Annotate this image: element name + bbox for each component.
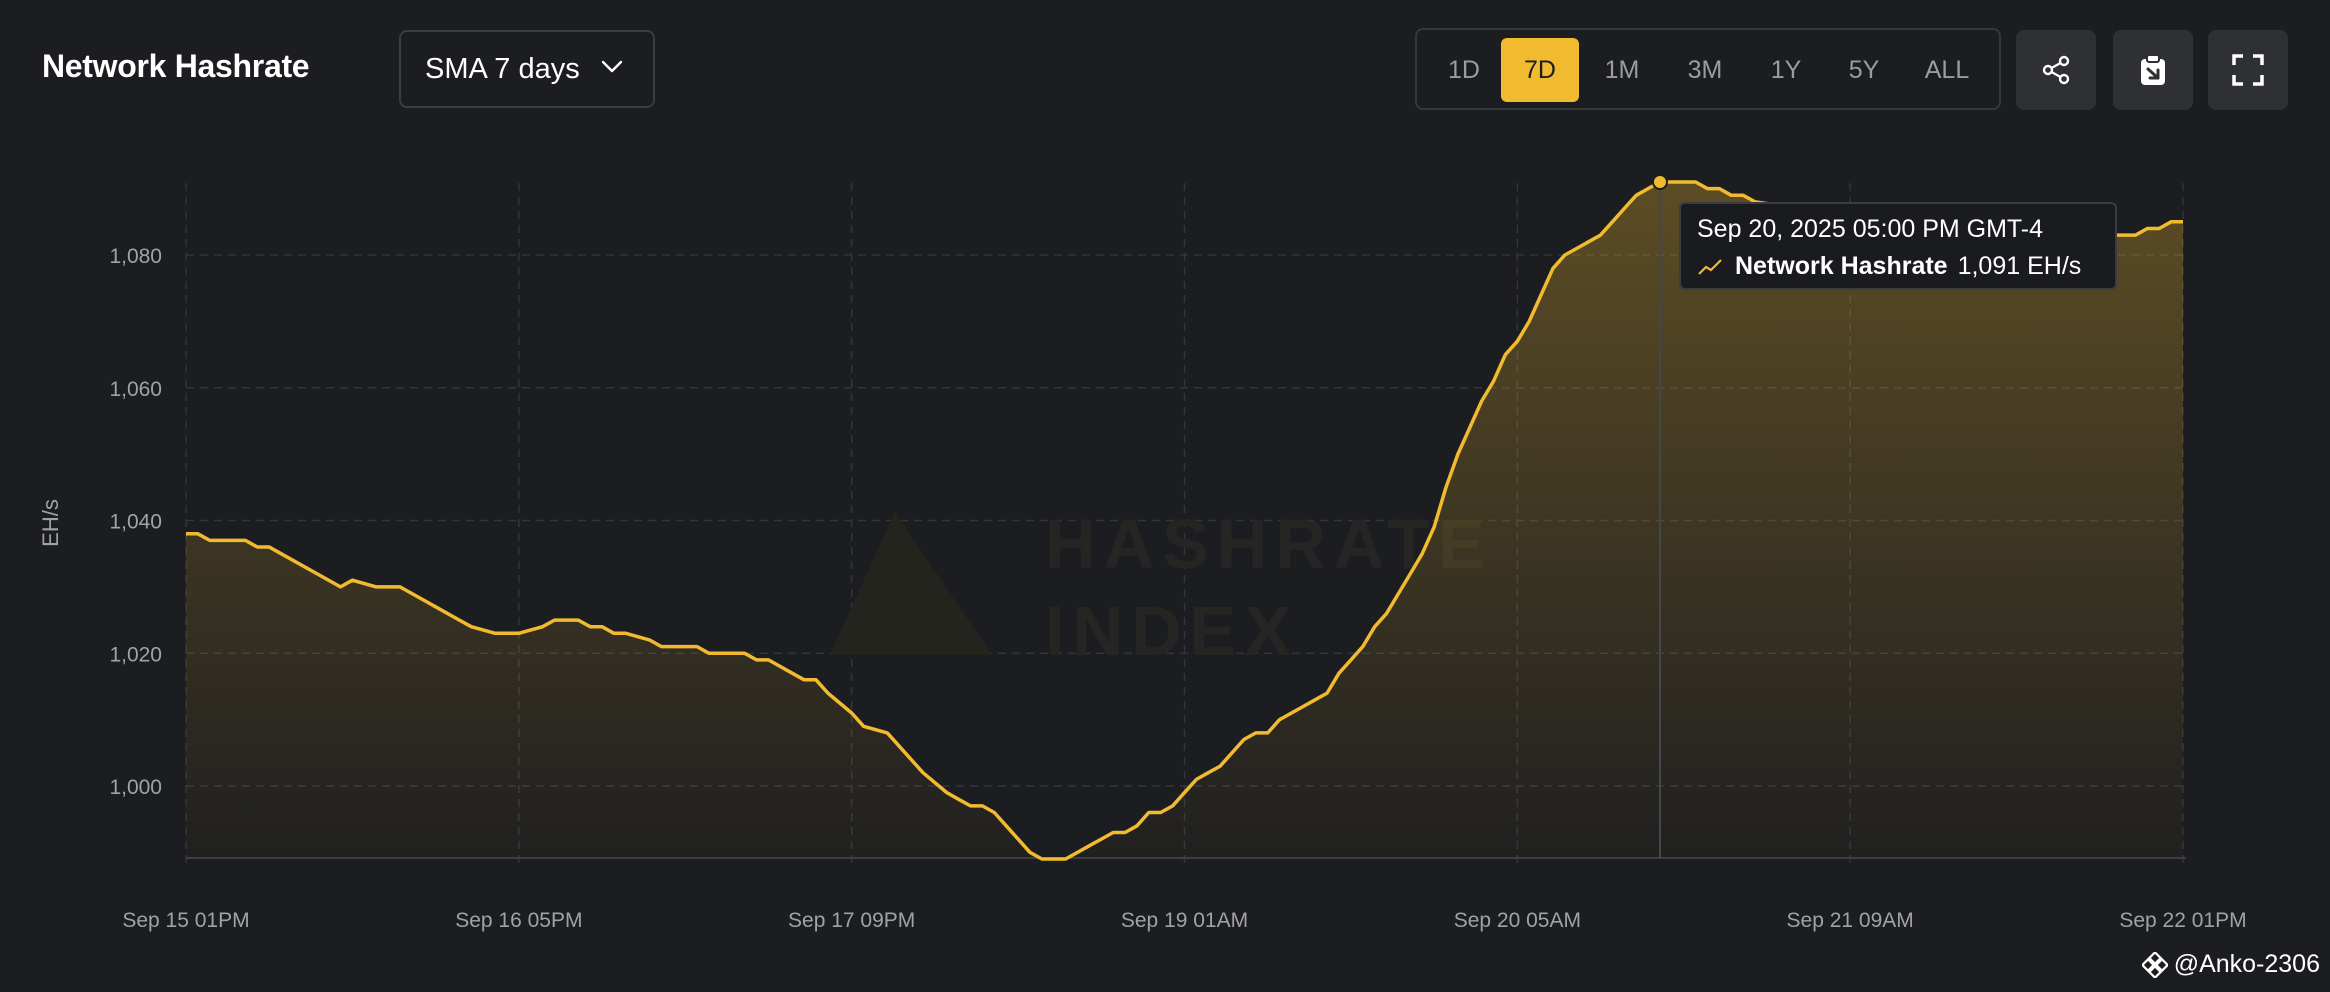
time-range-selector: 1D 7D 1M 3M 1Y 5Y ALL [1415, 28, 2001, 110]
fullscreen-icon [2232, 54, 2264, 86]
sma-dropdown[interactable]: SMA 7 days [399, 30, 655, 108]
copy-button[interactable] [2113, 30, 2193, 110]
y-tick-label: 1,040 [109, 511, 162, 534]
x-tick-label: Sep 21 09AM [1787, 909, 1914, 932]
chart-gridlines [185, 183, 2186, 866]
x-tick-label: Sep 22 01PM [2119, 909, 2246, 932]
y-tick-label: 1,020 [109, 643, 162, 666]
series-area [186, 182, 2183, 859]
range-5y-button[interactable]: 5Y [1848, 55, 1880, 84]
range-7d-button[interactable]: 7D [1501, 38, 1579, 102]
range-1y-button[interactable]: 1Y [1770, 55, 1802, 84]
line-series-icon [1698, 258, 1722, 275]
tooltip-date: Sep 20, 2025 05:00 PM GMT-4 [1697, 215, 2044, 243]
range-1d-button[interactable]: 1D [1448, 55, 1480, 84]
y-axis-ticks: 1,000 1,020 1,040 1,060 1,080 [109, 245, 162, 799]
series-line-network-hashrate [186, 180, 2183, 861]
tooltip-value: 1,091 EH/s [1957, 252, 2082, 280]
y-tick-label: 1,000 [109, 776, 162, 799]
range-1m-button[interactable]: 1M [1604, 55, 1640, 84]
y-tick-label: 1,080 [109, 245, 162, 268]
range-3m-button[interactable]: 3M [1687, 55, 1723, 84]
x-tick-label: Sep 19 01AM [1121, 909, 1248, 932]
credit-handle: @Anko-2306 [2173, 950, 2320, 978]
sma-dropdown-label: SMA 7 days [425, 52, 580, 85]
tooltip-series-name: Network Hashrate [1735, 252, 1948, 280]
x-axis-ticks: Sep 15 01PM Sep 16 05PM Sep 17 09PM Sep 19 … [122, 909, 2246, 932]
chevron-down-icon [601, 60, 623, 73]
y-axis-label: EH/s [38, 499, 63, 547]
chart-tooltip: Sep 20, 2025 05:00 PM GMT-4 Network Hash… [1679, 202, 2117, 290]
range-all-button[interactable]: ALL [1924, 55, 1970, 84]
x-tick-label: Sep 17 09PM [788, 909, 915, 932]
x-tick-label: Sep 16 05PM [455, 909, 582, 932]
clipboard-icon [2141, 54, 2165, 85]
hover-point [1651, 173, 1668, 190]
y-tick-label: 1,060 [109, 378, 162, 401]
watermark-line2: INDEX [1045, 592, 1299, 670]
credit: @Anko-2306 [2141, 950, 2320, 979]
binance-logo-icon [2141, 951, 2168, 978]
x-tick-label: Sep 20 05AM [1454, 909, 1581, 932]
share-icon [2042, 55, 2070, 85]
share-button[interactable] [2016, 30, 2096, 110]
x-tick-label: Sep 15 01PM [122, 909, 249, 932]
fullscreen-button[interactable] [2208, 30, 2288, 110]
page-title: Network Hashrate [42, 48, 310, 84]
